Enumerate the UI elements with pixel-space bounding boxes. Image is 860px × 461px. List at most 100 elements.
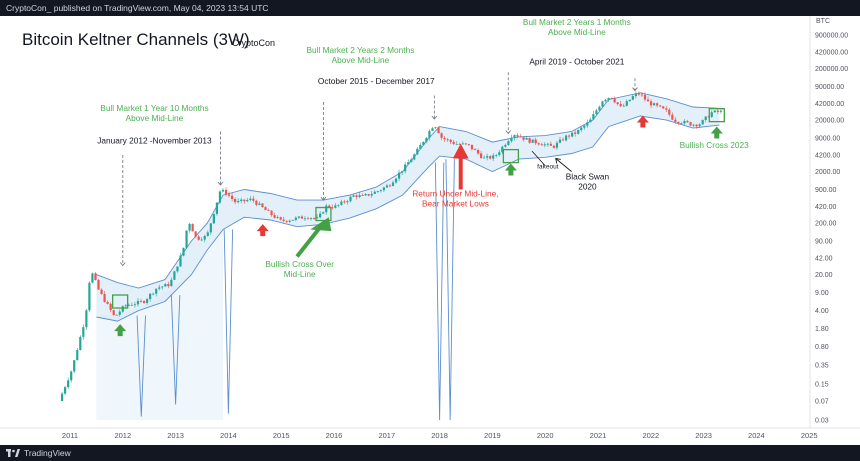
annotation-line: Above Mid-Line — [126, 113, 184, 123]
y-tick-label: 9.00 — [815, 290, 829, 297]
x-tick-label: 2015 — [273, 431, 290, 440]
candle — [622, 103, 625, 107]
annotation-crossover: Bullish Cross Over Mid-Line — [265, 259, 334, 279]
candle — [352, 194, 355, 197]
x-tick-label: 2016 — [326, 431, 343, 440]
annotation-line: Bullish Cross 2023 — [680, 140, 750, 150]
candle — [634, 91, 637, 99]
keltner-channel-chart[interactable]: Bull Market 1 Year 10 Months Above Mid-Li… — [0, 16, 860, 445]
candle — [580, 125, 583, 133]
candle — [653, 102, 656, 106]
guide-arrow-5 — [632, 87, 638, 92]
candle — [537, 142, 540, 146]
annotation-line: Bull Market 1 Year 10 Months — [100, 103, 208, 113]
y-tick-label: 20.00 — [815, 272, 833, 279]
candle — [115, 314, 118, 316]
candle — [361, 193, 364, 196]
candle — [82, 324, 85, 340]
annotation-line: Bull Market 2 Years 2 Months — [306, 45, 414, 55]
candle — [60, 391, 64, 402]
annotation-range2: October 2015 - December 2017 — [318, 76, 435, 86]
annotation-blackswan: Black Swan 2020 — [566, 172, 610, 192]
annotation-bull3: Bull Market 2 Years 1 Months Above Mid-Li… — [523, 17, 631, 37]
candle — [170, 277, 173, 287]
candle — [94, 271, 97, 281]
lower-band-spike-1 — [170, 295, 181, 405]
candle — [464, 143, 467, 146]
x-tick-label: 2024 — [748, 431, 765, 440]
candle — [249, 196, 252, 202]
y-tick-label: 420000.00 — [815, 50, 848, 57]
candle — [467, 143, 471, 146]
candle — [258, 201, 261, 206]
candle — [349, 195, 352, 203]
candle — [337, 204, 340, 208]
guide-arrow-2 — [320, 196, 327, 201]
candle — [695, 124, 698, 129]
candle — [610, 97, 613, 99]
y-tick-label: 0.80 — [815, 344, 829, 351]
candle — [479, 150, 483, 160]
candle — [364, 192, 367, 197]
candle — [297, 216, 300, 219]
candle — [510, 134, 513, 143]
candle — [680, 122, 683, 125]
annotation-line: Bull Market 2 Years 1 Months — [523, 17, 631, 27]
candle — [385, 183, 389, 188]
candle — [455, 141, 458, 145]
y-tick-label: 900000.00 — [815, 33, 848, 40]
annotation-line: January 2012 -November 2013 — [97, 136, 212, 146]
bullish-cross-box — [112, 294, 129, 309]
candle — [683, 119, 686, 125]
candle — [358, 192, 361, 199]
candle — [461, 141, 464, 145]
candle — [158, 284, 161, 291]
candle — [616, 102, 619, 106]
candle — [577, 129, 580, 135]
candle — [182, 247, 185, 257]
candle — [567, 134, 571, 140]
x-tick-label: 2025 — [801, 431, 818, 440]
candle — [70, 370, 73, 383]
candle — [276, 215, 279, 219]
candle — [209, 223, 212, 235]
y-tick-label: 1.80 — [815, 326, 829, 333]
candle — [656, 102, 659, 108]
candle — [218, 190, 222, 205]
candle — [516, 132, 519, 139]
candle — [215, 202, 219, 216]
x-axis: 2011 2012 2013 2014 2015 2016 2017 2018 2019 2020… — [0, 427, 860, 440]
green-up-arrow-icon — [504, 163, 517, 176]
annotations-layer: Bull Market 1 Year 10 Months Above Mid-Li… — [97, 17, 749, 279]
bullish-cross-box — [502, 148, 520, 164]
candle — [540, 142, 543, 146]
candle — [155, 288, 158, 297]
candle — [555, 140, 559, 150]
candle — [470, 144, 474, 151]
annotation-range1: January 2012 -November 2013 — [97, 136, 212, 146]
y-tick-label: 0.35 — [815, 363, 829, 370]
candle — [367, 193, 370, 197]
bullish-cross-big-arrow-icon — [310, 217, 332, 232]
candle — [625, 99, 628, 107]
candle — [659, 105, 662, 108]
candle — [370, 190, 373, 198]
bullish-cross-box — [708, 107, 725, 123]
candle — [404, 161, 407, 174]
candle — [200, 237, 203, 242]
candle — [713, 110, 716, 113]
y-tick-label: 4200.00 — [815, 153, 840, 160]
y-tick-label: 0.07 — [815, 399, 829, 406]
y-tick-label: 20000.00 — [815, 118, 844, 125]
candle — [167, 281, 170, 289]
y-tick-label: 200000.00 — [815, 66, 848, 73]
annotation-bull1: Bull Market 1 Year 10 Months Above Mid-Li… — [100, 103, 208, 123]
candle — [710, 110, 713, 119]
annotation-line: Above Mid-Line — [332, 55, 390, 65]
candle — [346, 199, 349, 205]
candle — [640, 91, 644, 97]
candle — [264, 206, 267, 211]
candle — [355, 194, 358, 200]
x-tick-label: 2019 — [484, 431, 501, 440]
black-swan-pointer — [555, 158, 572, 172]
